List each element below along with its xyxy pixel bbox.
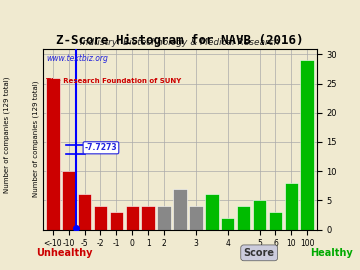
Text: Healthy: Healthy	[310, 248, 352, 258]
Bar	[253, 200, 266, 230]
Text: -7.7273: -7.7273	[85, 143, 117, 152]
Text: Unhealthy: Unhealthy	[37, 248, 93, 258]
Bar	[301, 60, 314, 230]
Title: Z-Score Histogram for NAVB (2016): Z-Score Histogram for NAVB (2016)	[56, 34, 304, 48]
Bar	[173, 189, 187, 230]
Text: www.textbiz.org: www.textbiz.org	[46, 54, 108, 63]
Text: Number of companies (129 total): Number of companies (129 total)	[4, 77, 10, 193]
Bar	[46, 78, 59, 230]
Bar	[94, 206, 107, 230]
Text: Score: Score	[244, 248, 275, 258]
Bar	[157, 206, 171, 230]
Text: Industry: Biotechnology & Medical Research: Industry: Biotechnology & Medical Resear…	[80, 38, 280, 47]
Bar	[62, 171, 75, 230]
Y-axis label: Number of companies (129 total): Number of companies (129 total)	[32, 81, 39, 197]
Text: The Research Foundation of SUNY: The Research Foundation of SUNY	[46, 77, 181, 83]
Bar	[237, 206, 251, 230]
Bar	[126, 206, 139, 230]
Bar	[285, 183, 298, 230]
Bar	[78, 194, 91, 230]
Bar	[141, 206, 155, 230]
Bar	[269, 212, 282, 230]
Bar	[189, 206, 203, 230]
Bar	[221, 218, 234, 230]
Bar	[109, 212, 123, 230]
Bar	[205, 194, 219, 230]
